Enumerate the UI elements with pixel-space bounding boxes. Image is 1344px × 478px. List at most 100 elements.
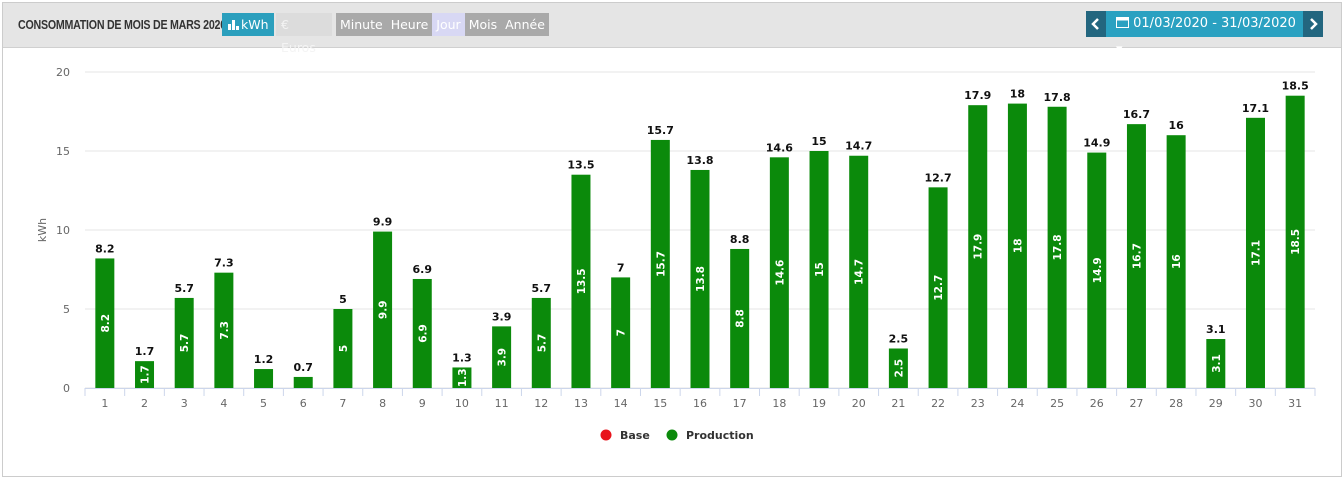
bar	[1087, 152, 1107, 388]
bar	[531, 297, 551, 388]
value-label: 5	[339, 293, 347, 306]
bar	[928, 187, 948, 388]
x-tick-label: 29	[1209, 397, 1223, 410]
bar	[571, 174, 591, 388]
inner-value-label: 14.7	[854, 259, 866, 285]
prev-button[interactable]	[1086, 11, 1106, 37]
inner-value-label: 3.1	[1211, 354, 1223, 373]
inner-value-label: 7	[616, 329, 628, 336]
bar	[611, 277, 631, 388]
x-tick-label: 1	[101, 397, 108, 410]
x-tick-label: 12	[534, 397, 548, 410]
value-label: 18.5	[1282, 80, 1309, 93]
value-label: 5.7	[174, 282, 194, 295]
bar	[492, 326, 512, 388]
inner-value-label: 18	[1012, 238, 1024, 253]
inner-value-label: 13.5	[576, 268, 588, 294]
bar	[293, 376, 313, 388]
x-tick-label: 24	[1010, 397, 1024, 410]
value-label: 12.7	[924, 171, 951, 184]
bar	[888, 348, 908, 388]
kwh-button[interactable]: kWh	[222, 13, 274, 36]
value-label: 13.8	[686, 154, 713, 167]
bar	[1245, 117, 1265, 388]
inner-value-label: 17.9	[973, 234, 985, 260]
legend-marker	[600, 429, 612, 441]
bar	[690, 169, 710, 388]
value-label: 3.1	[1206, 323, 1226, 336]
value-label: 1.3	[452, 351, 472, 364]
x-tick-label: 31	[1288, 397, 1302, 410]
bar	[1126, 124, 1146, 388]
inner-value-label: 5	[338, 345, 350, 352]
value-label: 5.7	[532, 282, 552, 295]
value-label: 15.7	[647, 124, 674, 137]
x-tick-label: 30	[1248, 397, 1262, 410]
inner-value-label: 9.9	[378, 300, 390, 319]
inner-value-label: 16.7	[1131, 243, 1143, 269]
value-label: 8.8	[730, 233, 750, 246]
bar	[135, 361, 155, 388]
inner-value-label: 17.8	[1052, 234, 1064, 260]
y-tick-label: 20	[56, 66, 70, 79]
inner-value-label: 8.8	[735, 309, 747, 328]
date-range[interactable]: 01/03/2020 - 31/03/2020 ▾	[1106, 11, 1303, 57]
button-label: kWh	[241, 17, 269, 32]
inner-value-label: 8.2	[100, 314, 112, 333]
value-label: 9.9	[373, 216, 393, 229]
bar	[412, 278, 432, 388]
inner-value-label: 1.7	[140, 365, 152, 384]
x-tick-label: 5	[260, 397, 267, 410]
bar	[809, 151, 829, 388]
inner-value-label: 15	[814, 262, 826, 277]
x-tick-label: 8	[379, 397, 386, 410]
x-tick-label: 28	[1169, 397, 1183, 410]
inner-value-label: 13.8	[695, 266, 707, 292]
x-tick-label: 23	[971, 397, 985, 410]
value-label: 17.1	[1242, 102, 1269, 115]
x-tick-label: 4	[220, 397, 227, 410]
bar	[1285, 95, 1305, 388]
period-button[interactable]: Mois	[468, 17, 498, 32]
title: CONSOMMATION DE MOIS DE MARS 2020	[18, 17, 226, 32]
x-tick-label: 18	[772, 397, 786, 410]
bar	[968, 105, 988, 389]
y-axis-label: kWh	[36, 218, 49, 242]
value-label: 15	[811, 135, 826, 148]
x-tick-label: 3	[181, 397, 188, 410]
x-tick-label: 17	[733, 397, 747, 410]
value-label: 1.7	[135, 345, 155, 358]
inner-value-label: 14.9	[1092, 257, 1104, 283]
bar	[373, 231, 393, 388]
legend-label: Production	[686, 429, 754, 442]
period-button[interactable]: Heure	[390, 17, 429, 32]
y-tick-label: 5	[63, 303, 70, 316]
x-tick-label: 15	[653, 397, 667, 410]
inner-value-label: 1.3	[457, 368, 469, 387]
euros-button[interactable]: € Euros	[276, 13, 332, 55]
bar	[769, 157, 789, 388]
period-button[interactable]: Année	[505, 17, 545, 32]
period-button[interactable]: Minute	[340, 17, 383, 32]
bar	[214, 272, 234, 388]
y-tick-label: 0	[63, 382, 70, 395]
bar	[254, 369, 274, 388]
inner-value-label: 12.7	[933, 275, 945, 301]
bar	[849, 155, 869, 388]
bar	[333, 309, 353, 388]
inner-value-label: 7.3	[219, 321, 231, 340]
value-label: 2.5	[889, 333, 909, 346]
value-label: 8.2	[95, 242, 115, 255]
period-button[interactable]: Jour	[432, 13, 465, 36]
bar	[452, 367, 472, 388]
inner-value-label: 6.9	[417, 324, 429, 343]
legend-marker	[666, 429, 678, 441]
value-label: 14.7	[845, 140, 872, 153]
next-button[interactable]	[1303, 11, 1323, 37]
bar	[95, 258, 115, 388]
value-label: 16	[1168, 119, 1184, 132]
inner-value-label: 3.9	[497, 348, 509, 367]
inner-value-label: 5.7	[179, 334, 191, 353]
